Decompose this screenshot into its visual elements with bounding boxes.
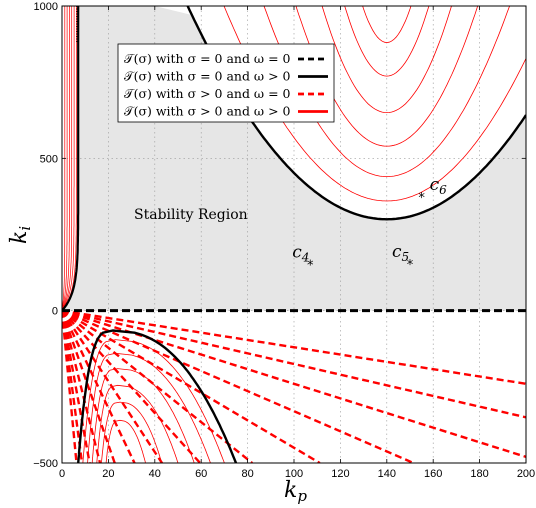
upper-right-red-curve xyxy=(362,6,412,44)
x-axis-label: kp xyxy=(284,478,307,505)
lower-left-red-curve xyxy=(105,419,146,463)
lower-left-black-curve xyxy=(77,329,238,463)
y-axis-label: ki xyxy=(7,226,34,244)
x-tick-label: 180 xyxy=(470,468,488,480)
red-dashed-ray xyxy=(62,310,116,463)
point-marker-c4: * xyxy=(307,259,314,274)
left-branch-red-curve xyxy=(62,6,75,311)
left-branch-black-curve xyxy=(62,6,80,312)
x-tick-label: 200 xyxy=(517,468,535,480)
x-tick-label: 140 xyxy=(378,468,396,480)
left-branch-red-curve xyxy=(62,6,70,311)
red-dashed-ray xyxy=(62,310,91,463)
red-dashed-ray xyxy=(62,310,102,463)
point-marker-c5: * xyxy=(407,258,414,273)
red-dashed-ray xyxy=(62,309,526,419)
lower-left-red-curve xyxy=(87,352,211,463)
stability-region-label: Stability Region xyxy=(134,207,248,223)
lower-left-red-curve xyxy=(101,401,163,463)
x-tick-label: 120 xyxy=(331,468,349,480)
x-tick-label: 40 xyxy=(149,468,161,480)
left-branch-red-curve xyxy=(62,6,77,311)
y-tick-label: 500 xyxy=(40,153,58,165)
point-label-c6: c6 xyxy=(430,175,448,197)
x-tick-label: 160 xyxy=(424,468,442,480)
legend-label: 𝒯(σ) with σ > 0 and ω > 0 xyxy=(124,104,291,119)
x-tick-label: 20 xyxy=(102,468,114,480)
red-dashed-ray xyxy=(62,310,136,463)
red-dashed-ray xyxy=(62,309,201,463)
legend-label: 𝒯(σ) with σ = 0 and ω = 0 xyxy=(124,51,291,66)
red-dashed-ray xyxy=(62,309,253,463)
left-branch-red-curve xyxy=(62,6,73,311)
red-dashed-ray xyxy=(62,309,321,463)
left-branch-red-curve xyxy=(62,6,68,311)
x-tick-label: 80 xyxy=(241,468,253,480)
lower-left-red-curve xyxy=(91,368,195,463)
legend-label: 𝒯(σ) with σ > 0 and ω = 0 xyxy=(124,86,291,101)
y-tick-label: 0 xyxy=(52,306,58,318)
legend-label: 𝒯(σ) with σ = 0 and ω > 0 xyxy=(124,69,291,84)
red-dashed-ray xyxy=(62,309,526,385)
x-tick-label: 0 xyxy=(59,468,65,480)
y-tick-label: 1000 xyxy=(34,1,58,13)
lower-left-red-curve xyxy=(82,339,225,463)
legend-box xyxy=(117,43,335,123)
legend: 𝒯(σ) with σ = 0 and ω = 0 𝒯(σ) with σ = 0… xyxy=(117,43,335,123)
lower-left-red-curve xyxy=(96,384,179,463)
red-dashed-ray xyxy=(62,310,78,463)
upper-right-red-curve xyxy=(321,6,452,114)
x-tick-label: 100 xyxy=(285,468,303,480)
y-tick-label: −500 xyxy=(33,458,58,470)
upper-right-red-curve xyxy=(344,6,430,77)
x-tick-label: 60 xyxy=(195,468,207,480)
point-marker-c6: * xyxy=(418,191,425,206)
red-dashed-ray xyxy=(62,309,414,463)
